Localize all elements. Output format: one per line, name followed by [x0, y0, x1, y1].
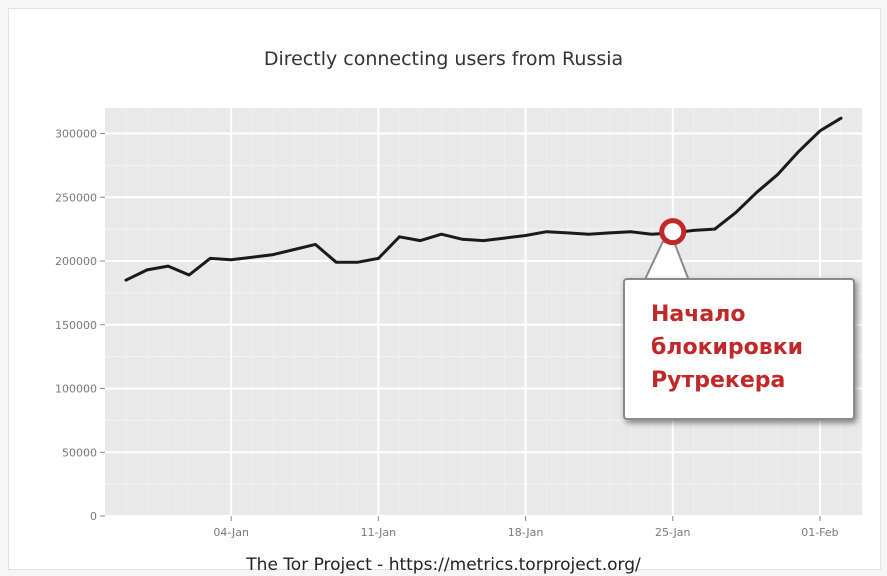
data-point: [335, 261, 337, 263]
data-point: [377, 257, 379, 259]
data-point: [693, 229, 695, 231]
y-tick-label: 150000: [55, 319, 97, 332]
annotation-marker: [662, 221, 684, 243]
data-point: [798, 150, 800, 152]
data-point: [146, 269, 148, 271]
data-point: [651, 233, 653, 235]
data-point: [272, 253, 274, 255]
annotation-callout: Начало блокировки Рутрекера: [623, 278, 855, 420]
y-tick-label: 100000: [55, 383, 97, 396]
annotation-text: Начало блокировки Рутрекера: [651, 298, 803, 397]
data-point: [251, 256, 253, 258]
data-point: [209, 257, 211, 259]
y-tick-label: 50000: [62, 446, 97, 459]
data-point: [461, 238, 463, 240]
y-axis-ticks: 0 50000 100000 150000 200000 250000 300000: [55, 128, 105, 524]
data-point: [735, 211, 737, 213]
y-tick-label: 0: [90, 510, 97, 523]
data-point: [566, 232, 568, 234]
x-axis-ticks: 04-Jan 11-Jan 18-Jan 25-Jan 01-Feb: [213, 516, 838, 539]
data-point: [314, 243, 316, 245]
data-point: [125, 279, 127, 281]
y-tick-label: 300000: [55, 128, 97, 141]
data-point: [714, 228, 716, 230]
data-point: [756, 191, 758, 193]
data-point: [629, 230, 631, 232]
data-point: [293, 248, 295, 250]
chart-footer: The Tor Project - https://metrics.torpro…: [0, 555, 887, 575]
data-point: [398, 236, 400, 238]
data-point: [503, 237, 505, 239]
data-point: [356, 261, 358, 263]
data-point: [524, 234, 526, 236]
data-point: [482, 239, 484, 241]
data-point: [840, 117, 842, 119]
x-tick-label: 18-Jan: [508, 526, 544, 539]
data-point: [419, 239, 421, 241]
data-point: [777, 173, 779, 175]
data-point: [608, 232, 610, 234]
data-point: [819, 130, 821, 132]
data-point: [188, 274, 190, 276]
data-point: [440, 233, 442, 235]
y-tick-label: 250000: [55, 191, 97, 204]
data-point: [545, 230, 547, 232]
data-point: [230, 259, 232, 261]
y-tick-label: 200000: [55, 255, 97, 268]
x-tick-label: 01-Feb: [801, 526, 838, 539]
data-point: [587, 233, 589, 235]
x-tick-label: 25-Jan: [655, 526, 691, 539]
x-tick-label: 11-Jan: [361, 526, 397, 539]
data-point: [167, 265, 169, 267]
x-tick-label: 04-Jan: [213, 526, 249, 539]
